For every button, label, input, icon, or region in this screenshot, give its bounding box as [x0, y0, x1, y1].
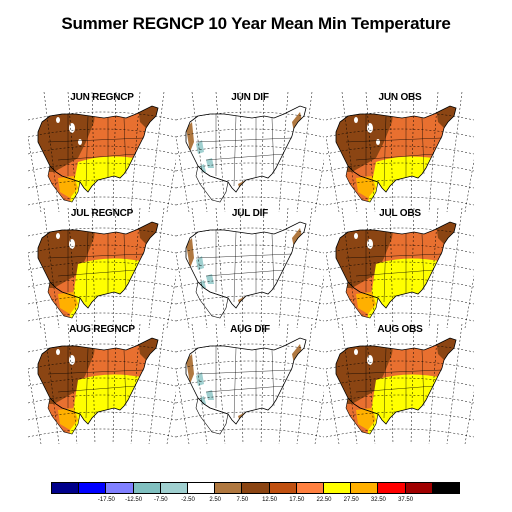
colorbar-tick-label: 22.50: [316, 497, 332, 503]
colorbar-tick-label: 12.50: [262, 497, 278, 503]
colorbar-labels: -17.50 -12.50 -7.50 -2.50 2.50 7.50 12.50 17.50…: [52, 497, 460, 509]
map-panel-jun-dif: JUN DIF: [176, 92, 324, 212]
map-svg: [326, 92, 474, 212]
colorbar-tick-label: 17.50: [289, 497, 305, 503]
colorbar-swatch: [105, 482, 134, 494]
colorbar-swatch: [350, 482, 379, 494]
colorbar-tick-label: 37.50: [398, 497, 414, 503]
map-svg: [326, 208, 474, 328]
panel-label: JUN REGNCP: [70, 92, 134, 103]
panel-label: JUN OBS: [378, 92, 422, 103]
panel-label: AUG DIF: [230, 324, 270, 335]
colorbar-swatch: [323, 482, 352, 494]
colorbar-swatch: [51, 482, 80, 494]
map-svg: [176, 208, 324, 328]
map-svg: [28, 324, 176, 444]
map-svg: [326, 324, 474, 444]
colorbar-tick-label: 32.50: [370, 497, 386, 503]
colorbar-tick-label: 7.50: [236, 497, 249, 503]
colorbar-swatch: [377, 482, 406, 494]
colorbar-swatch: [159, 482, 189, 494]
colorbar-swatch: [404, 482, 433, 494]
colorbar-tick-label: 27.50: [343, 497, 359, 503]
colorbar-tick-label: -17.50: [97, 497, 115, 503]
colorbar-swatch: [187, 482, 216, 494]
figure-title: Summer REGNCP 10 Year Mean Min Temperatu…: [61, 14, 451, 33]
colorbar-tick-label: -7.50: [153, 497, 168, 503]
colorbar-swatch: [78, 482, 107, 494]
colorbar-tick-label: -12.50: [125, 497, 143, 503]
colorbar-tick-label: -2.50: [181, 497, 195, 503]
panel-label: JUN DIF: [231, 92, 269, 103]
panel-label: JUL DIF: [231, 208, 269, 219]
colorbar-swatch: [295, 482, 325, 494]
colorbar-swatch: [431, 482, 461, 494]
map-panel-aug-obs: AUG OBS: [326, 324, 474, 444]
map-panel-aug-regncp: AUG REGNCP: [28, 324, 176, 444]
colorbar-swatch: [214, 482, 243, 494]
colorbar-tick-label: 2.50: [209, 497, 222, 503]
map-svg: [28, 92, 176, 212]
map-svg: [28, 208, 176, 328]
map-panel-jun-obs: JUN OBS: [326, 92, 474, 212]
panel-label: AUG REGNCP: [69, 324, 135, 335]
map-panel-jul-obs: JUL OBS: [326, 208, 474, 328]
colorbar-swatch: [268, 482, 297, 494]
map-svg: [176, 92, 324, 212]
colorbar-swatch: [241, 482, 270, 494]
panel-label: AUG OBS: [377, 324, 423, 335]
map-panel-aug-dif: AUG DIF: [176, 324, 324, 444]
panel-label: JUL REGNCP: [70, 208, 134, 219]
panel-label: JUL OBS: [379, 208, 421, 219]
colorbar: [51, 482, 461, 494]
map-svg: [176, 324, 324, 444]
map-panel-jul-regncp: JUL REGNCP: [28, 208, 176, 328]
colorbar-swatch: [132, 482, 161, 494]
map-panel-jun-regncp: JUN REGNCP: [28, 92, 176, 212]
map-panel-jul-dif: JUL DIF: [176, 208, 324, 328]
